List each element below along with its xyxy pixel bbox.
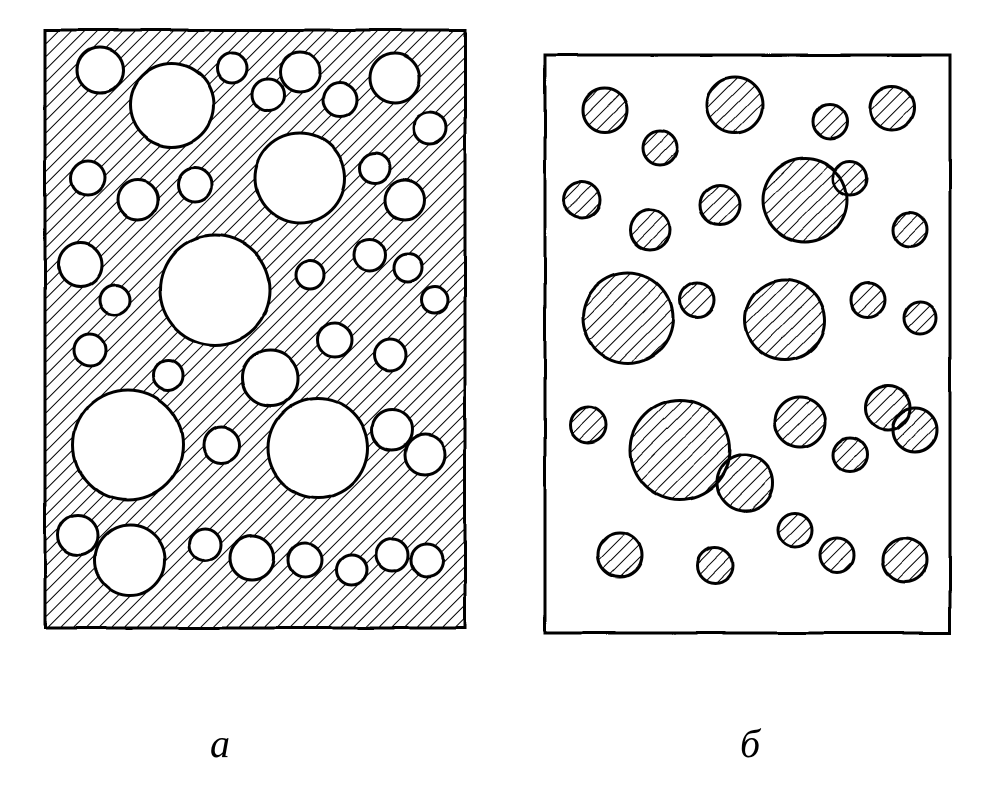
panel-b-droplet — [893, 408, 937, 452]
panel-a-droplet — [118, 180, 158, 220]
panel-b — [545, 55, 950, 633]
panel-a-droplet — [354, 239, 386, 271]
panel-a-droplet — [217, 53, 247, 83]
panel-b-droplet — [870, 86, 914, 130]
panel-a-droplet — [71, 161, 105, 195]
panel-b-droplet — [643, 131, 677, 165]
panel-b-droplet — [680, 283, 714, 317]
panel-a-droplet — [230, 536, 274, 580]
panel-b-droplet — [883, 538, 927, 582]
panel-a-droplet — [374, 339, 406, 371]
panel-a-droplet — [360, 153, 390, 183]
panel-b-droplet — [775, 397, 825, 447]
panel-a-droplet — [280, 52, 320, 92]
panel-a-droplet — [268, 398, 368, 498]
panel-a-droplet — [296, 261, 324, 289]
panel-b-droplet — [570, 407, 606, 443]
panel-a-droplet — [411, 544, 443, 576]
panel-a-droplet — [385, 180, 425, 220]
panel-a-droplet — [77, 47, 123, 93]
panel-a-droplet — [204, 427, 240, 463]
panel-b-droplet — [700, 185, 740, 225]
panel-a-droplet — [337, 555, 367, 585]
panel-a-droplet — [372, 410, 412, 450]
panel-b-droplet — [813, 105, 847, 139]
panel-a-droplet — [242, 350, 298, 406]
panel-a-droplet — [130, 63, 214, 147]
panel-a-droplet — [323, 83, 357, 117]
panel-b-droplet — [598, 533, 642, 577]
panel-a-droplet — [376, 539, 408, 571]
panel-b-droplet — [630, 210, 670, 250]
panel-a-droplet — [255, 133, 345, 223]
panel-b-droplet — [583, 273, 673, 363]
panel-a-droplet — [73, 390, 183, 500]
panel-a-droplet — [422, 287, 448, 313]
panel-a-droplet — [318, 323, 352, 357]
panel-a-droplet — [178, 168, 212, 202]
panel-a-droplet — [153, 360, 183, 390]
panel-a-droplet — [252, 79, 284, 111]
panel-b-droplet — [851, 283, 885, 317]
panel-a — [45, 30, 465, 628]
panel-a-droplet — [58, 515, 98, 555]
panel-a-droplet — [95, 525, 165, 595]
panel-a-label: a — [210, 720, 230, 767]
figure-svg — [0, 0, 997, 786]
panel-a-droplet — [58, 243, 102, 287]
panel-b-droplet — [717, 455, 773, 511]
panel-b-droplet — [778, 513, 812, 547]
panel-a-droplet — [160, 235, 270, 345]
panel-b-droplet — [630, 400, 730, 500]
panel-a-droplet — [370, 53, 420, 103]
figure-stage: a б — [0, 0, 997, 786]
panel-b-droplet — [820, 538, 854, 572]
panel-b-droplet — [564, 182, 600, 218]
panel-b-label: б — [740, 720, 760, 767]
panel-a-droplet — [189, 529, 221, 561]
panel-b-droplet — [904, 302, 936, 334]
panel-a-droplet — [405, 435, 445, 475]
panel-a-droplet — [414, 112, 446, 144]
panel-b-droplet — [893, 213, 927, 247]
panel-b-droplet — [707, 77, 763, 133]
panel-a-droplet — [74, 334, 106, 366]
panel-b-droplet — [583, 88, 627, 132]
panel-b-droplet — [833, 161, 867, 195]
panel-a-droplet — [288, 543, 322, 577]
panel-b-droplet — [833, 438, 867, 472]
panel-a-droplet — [394, 254, 422, 282]
panel-b-droplet — [745, 280, 825, 360]
panel-b-droplet — [697, 547, 733, 583]
panel-a-droplet — [100, 285, 130, 315]
